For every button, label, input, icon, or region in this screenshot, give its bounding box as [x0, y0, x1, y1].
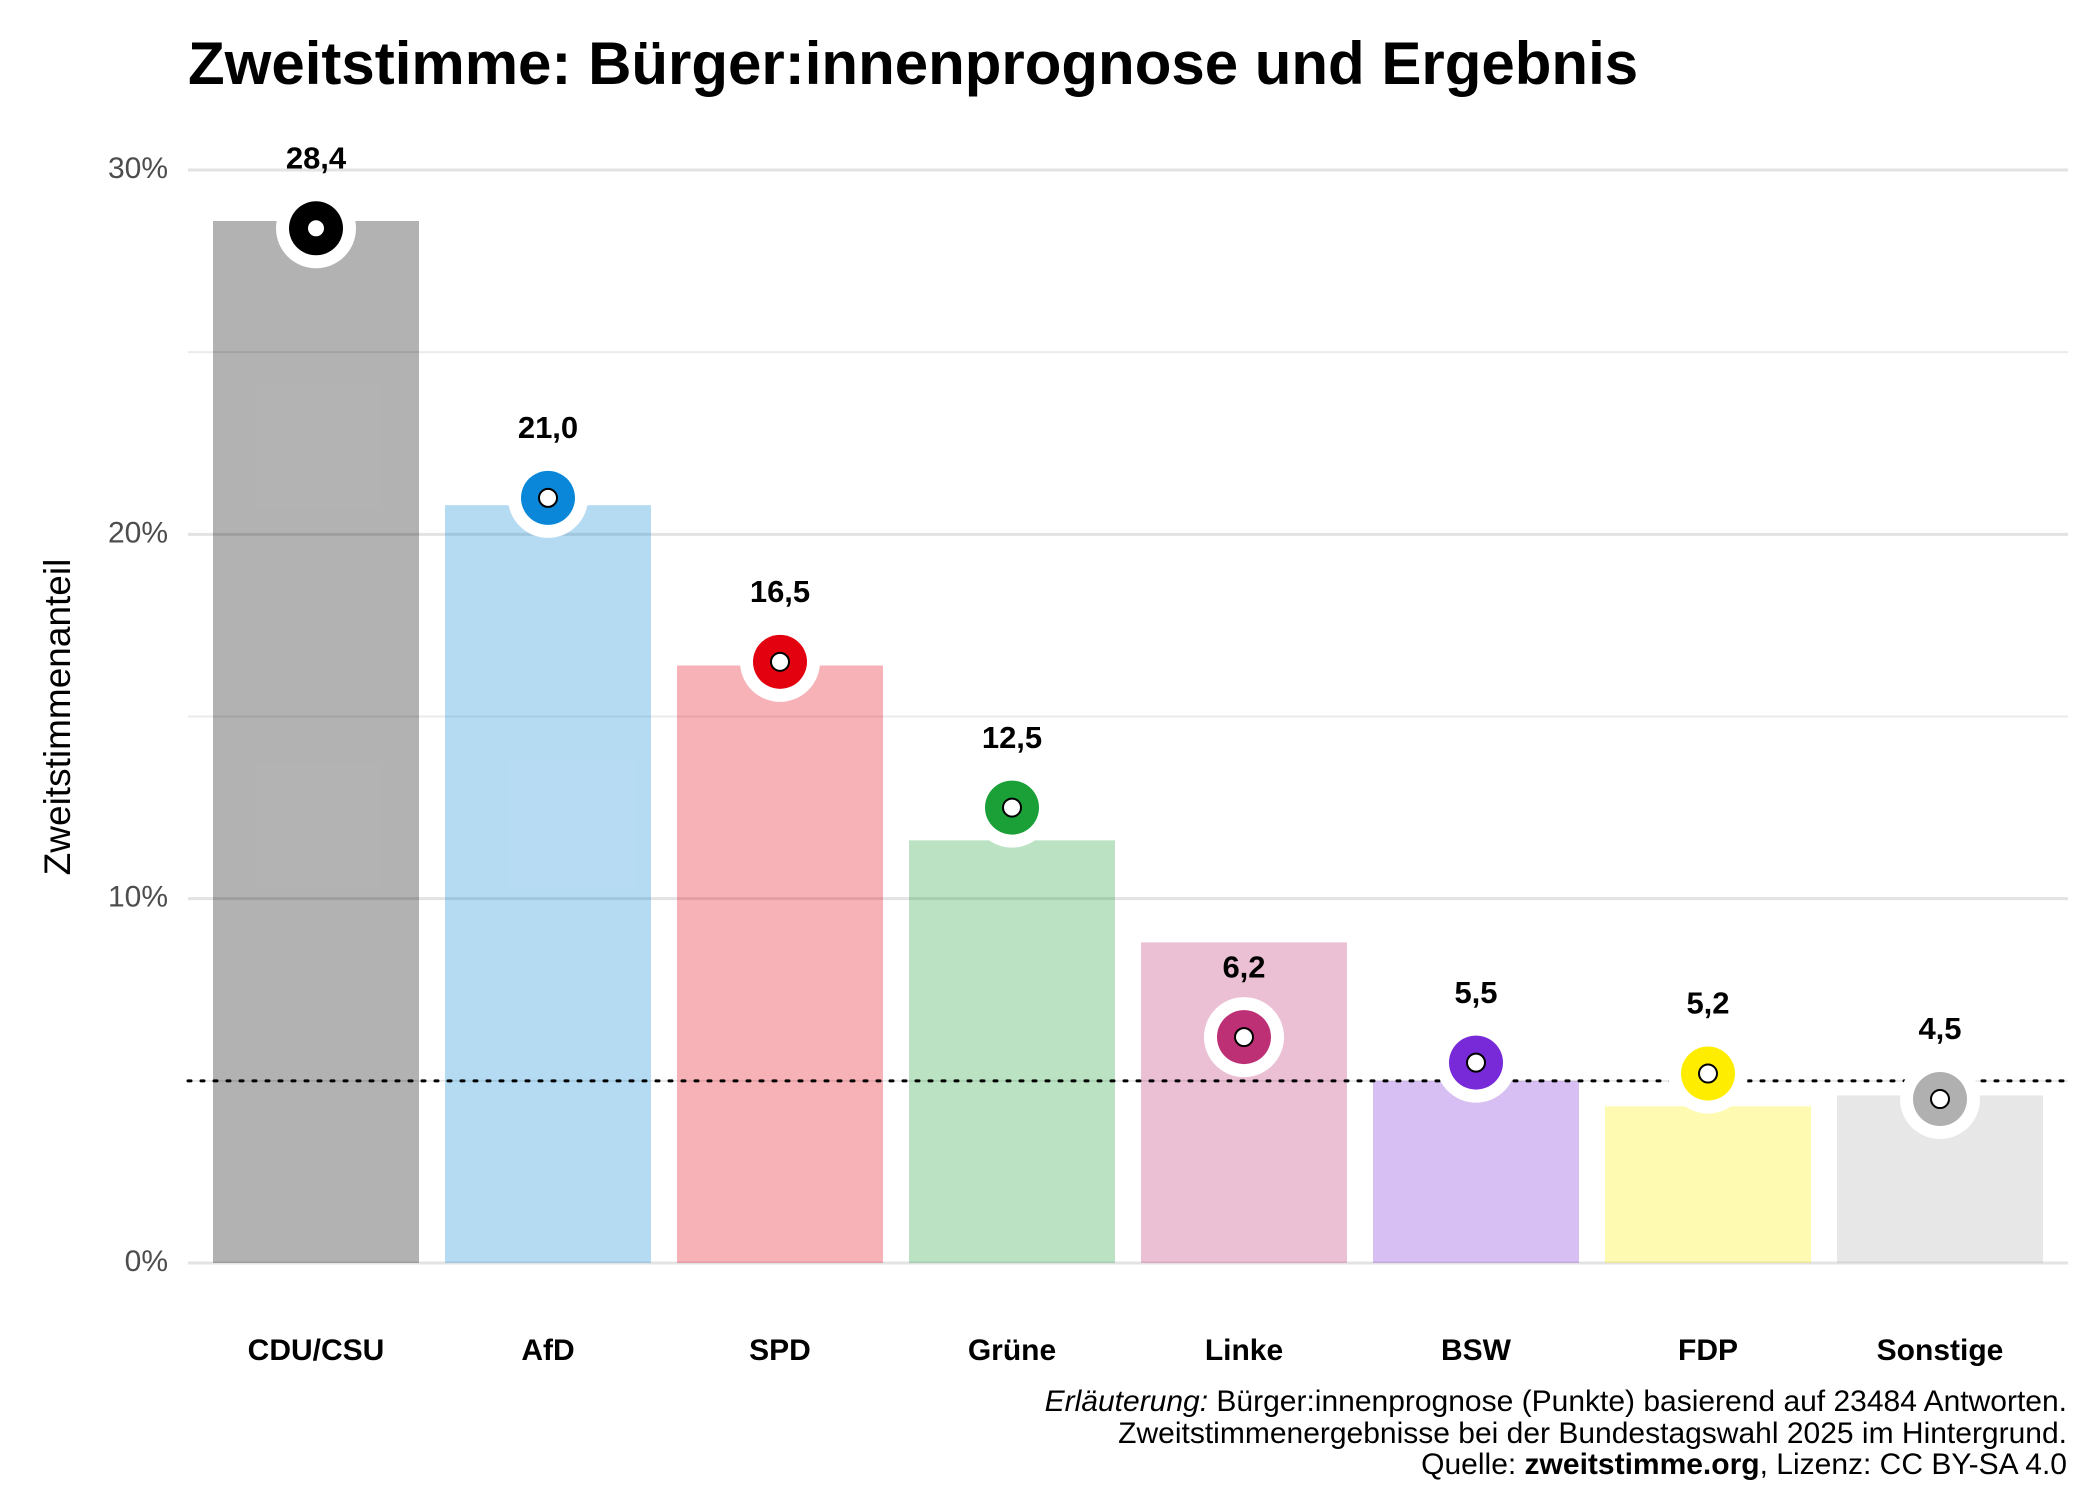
- y-tick-label: 30%: [108, 152, 168, 185]
- bar: [1605, 1106, 1811, 1263]
- forecast-center: [1234, 1027, 1254, 1048]
- y-tick-label: 20%: [108, 516, 168, 549]
- bar: [445, 505, 651, 1264]
- forecast-center: [770, 651, 790, 672]
- caption-line: Zweitstimmenergebnisse bei der Bundestag…: [1118, 1417, 2067, 1450]
- forecast-center: [1002, 797, 1022, 818]
- caption-italic: Erläuterung:: [1045, 1385, 1208, 1418]
- forecast-center: [1466, 1052, 1486, 1073]
- bar: [213, 221, 419, 1263]
- x-tick-label: AfD: [521, 1334, 574, 1367]
- caption-text: Quelle:: [1421, 1448, 1524, 1481]
- forecast-center: [1930, 1089, 1950, 1110]
- x-tick-label: SPD: [749, 1334, 811, 1367]
- bar: [909, 840, 1115, 1263]
- value-label: 4,5: [1918, 1011, 1961, 1046]
- x-tick-label: CDU/CSU: [248, 1334, 385, 1367]
- x-tick-label: BSW: [1441, 1334, 1512, 1367]
- bar: [677, 665, 883, 1263]
- caption-text: Bürger:innenprognose (Punkte) basierend …: [1208, 1385, 2067, 1418]
- forecast-center: [306, 218, 326, 239]
- caption-source: zweitstimme.org: [1525, 1448, 1760, 1481]
- value-label: 12,5: [982, 720, 1042, 755]
- bar: [1373, 1080, 1579, 1263]
- value-label: 16,5: [750, 574, 810, 609]
- bar: [1141, 942, 1347, 1263]
- chart-title: Zweitstimme: Bürger:innenprognose und Er…: [188, 30, 1638, 97]
- value-label: 6,2: [1222, 949, 1265, 984]
- value-label: 21,0: [518, 410, 578, 445]
- y-tick-label: 10%: [108, 881, 168, 914]
- x-tick-label: FDP: [1678, 1334, 1738, 1367]
- value-label: 5,5: [1454, 975, 1497, 1010]
- value-label: 5,2: [1686, 986, 1729, 1021]
- caption-line: Quelle: zweitstimme.org, Lizenz: CC BY-S…: [1421, 1448, 2067, 1481]
- y-tick-label: 0%: [125, 1245, 168, 1278]
- forecast-center: [1698, 1063, 1718, 1084]
- y-axis-label: Zweitstimmenanteil: [37, 559, 78, 876]
- forecast-center: [538, 487, 558, 508]
- x-tick-label: Grüne: [968, 1334, 1056, 1367]
- x-tick-label: Sonstige: [1877, 1334, 2004, 1367]
- caption-line: Erläuterung: Bürger:innenprognose (Punkt…: [1045, 1385, 2067, 1418]
- x-tick-label: Linke: [1205, 1334, 1283, 1367]
- value-label: 28,4: [286, 140, 347, 175]
- caption-text: , Lizenz: CC BY-SA 4.0: [1760, 1448, 2067, 1481]
